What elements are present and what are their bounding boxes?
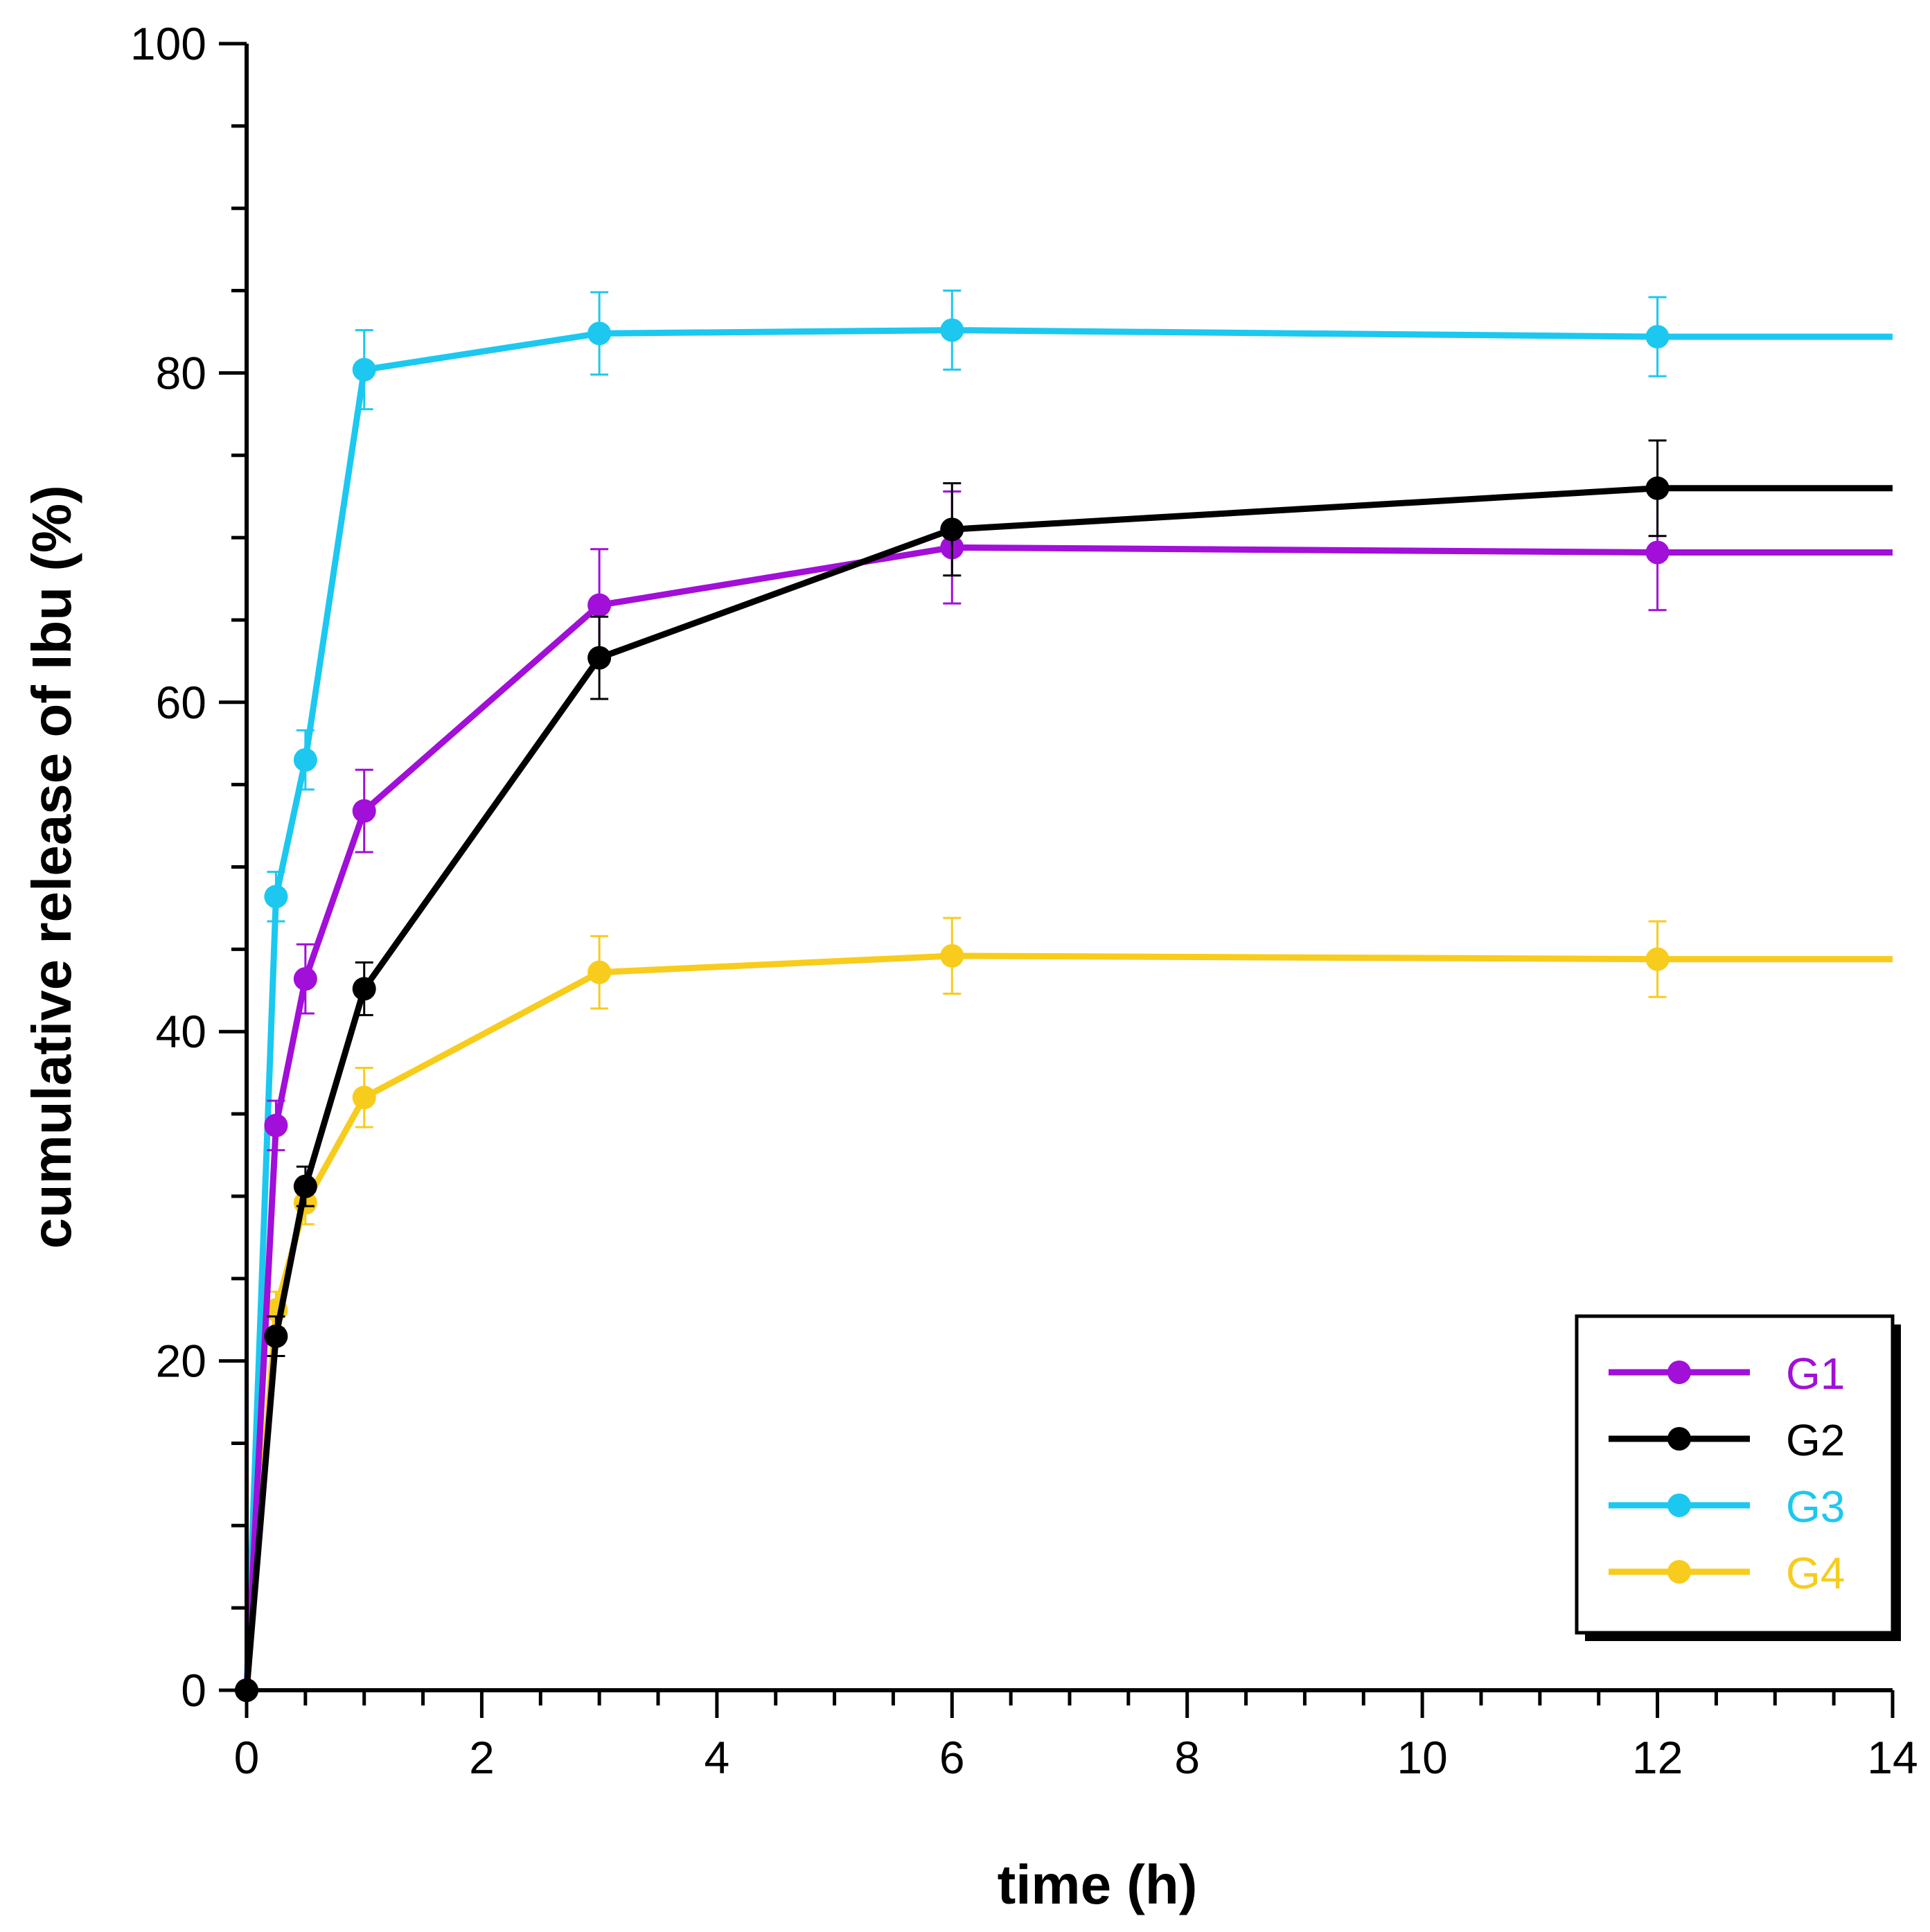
legend-box (1575, 1314, 1895, 1635)
data-point-g1 (587, 593, 612, 617)
x-tick-label: 0 (234, 1732, 260, 1783)
legend-label-g3: G3 (1786, 1482, 1845, 1532)
data-point-g2 (352, 977, 376, 1001)
series-line-g2 (243, 485, 1893, 1691)
data-point-g2 (940, 517, 964, 542)
series-g4 (235, 916, 1893, 1702)
legend: G1 G2 G3 G4 (1575, 1314, 1901, 1641)
data-point-g2 (587, 646, 612, 670)
data-point-g2 (1645, 476, 1670, 500)
data-point-g1 (293, 967, 317, 991)
x-tick-label: 12 (1632, 1732, 1683, 1783)
axes-layer: 0 2 4 6 8 10 12 14 0 20 40 60 80 100 (130, 18, 1918, 1783)
data-point-g2 (264, 1324, 288, 1348)
x-tick-label: 8 (1174, 1732, 1200, 1783)
data-point-g3 (587, 321, 612, 346)
x-tick-label: 4 (704, 1732, 729, 1783)
series-g1 (235, 490, 1893, 1702)
y-tick-label: 60 (156, 677, 206, 728)
data-point-g3 (1645, 325, 1670, 349)
y-tick-label: 40 (156, 1006, 206, 1057)
data-point-g3 (264, 885, 288, 909)
data-point-g4 (940, 943, 964, 968)
series-layer (235, 290, 1893, 1702)
legend-label-g4: G4 (1786, 1548, 1845, 1598)
y-tick-label: 80 (156, 347, 206, 398)
x-tick-label: 10 (1397, 1732, 1447, 1783)
data-point-g4 (352, 1085, 376, 1110)
data-point-g4 (587, 960, 612, 984)
series-line-g3 (243, 327, 1893, 1691)
y-tick-label: 100 (130, 18, 206, 69)
legend-label-g2: G2 (1786, 1415, 1845, 1465)
y-tick-label: 20 (156, 1336, 206, 1387)
data-point-g3 (940, 318, 964, 342)
legend-swatch-marker (1667, 1427, 1691, 1451)
data-point-g3 (293, 747, 317, 772)
minor-tick-layer (231, 124, 1836, 1705)
x-tick-label: 2 (469, 1732, 495, 1783)
data-point-g1 (264, 1113, 288, 1137)
data-point-g4 (1645, 947, 1670, 971)
x-axis-title: time (h) (998, 1854, 1198, 1915)
x-tick-label: 14 (1867, 1732, 1918, 1783)
data-point-g2 (293, 1174, 317, 1198)
legend-label-g1: G1 (1786, 1349, 1845, 1399)
y-axis-title: cumulative release of Ibu (%) (21, 485, 82, 1249)
data-point-g1 (1645, 540, 1670, 565)
y-tick-label: 0 (181, 1665, 206, 1716)
legend-swatch-marker (1667, 1361, 1691, 1384)
x-tick-label: 6 (939, 1732, 965, 1783)
data-point-g1 (352, 799, 376, 823)
legend-swatch-marker (1667, 1494, 1691, 1517)
data-point-g3 (352, 357, 376, 382)
legend-swatch-marker (1667, 1560, 1691, 1584)
